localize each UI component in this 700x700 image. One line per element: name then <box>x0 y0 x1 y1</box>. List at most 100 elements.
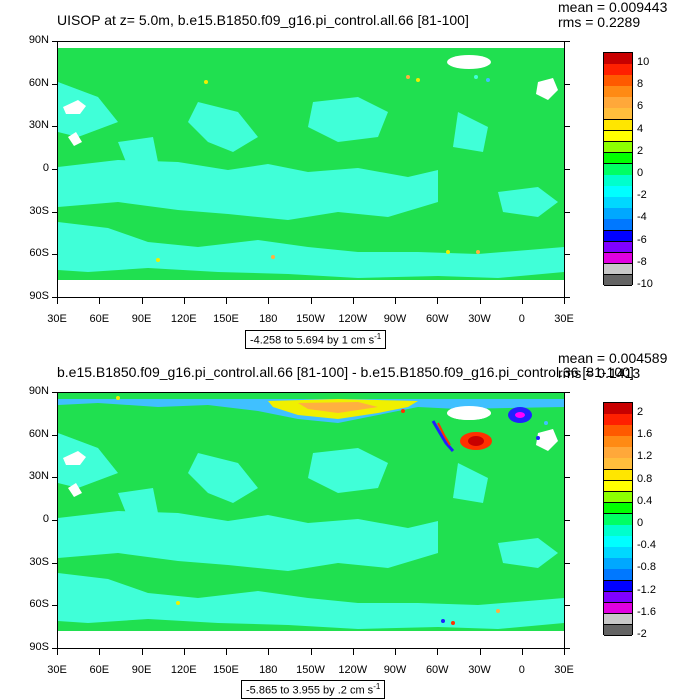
lon-tick-label: 30E <box>554 664 574 676</box>
lon-tick-label: 180 <box>259 664 278 676</box>
lat-tick-label: 90S <box>29 641 49 653</box>
bottom-contour-range-exp: -1 <box>373 682 381 691</box>
lon-tick-label: 0 <box>518 313 525 325</box>
lon-tick-label: 60W <box>425 664 449 676</box>
colorbar-swatch <box>604 458 632 471</box>
top-contour-range-exp: -1 <box>374 332 382 341</box>
lat-tick-mark-right <box>565 605 570 607</box>
colorbar-swatch <box>604 513 632 526</box>
lat-tick-mark <box>52 126 57 128</box>
colorbar-swatch <box>604 75 632 87</box>
colorbar-swatch <box>604 230 632 243</box>
local-extreme <box>406 75 410 79</box>
negative-region <box>118 137 158 167</box>
top-map-field <box>58 42 564 297</box>
lon-tick-label: 90E <box>131 664 152 676</box>
lon-tick-label: 90W <box>383 664 407 676</box>
lon-tick-mark <box>310 298 312 304</box>
bottom-map-field <box>58 393 564 648</box>
bottom-contour-range: -5.865 to 3.955 by .2 cm s-1 <box>241 680 386 699</box>
lon-tick-mark <box>141 298 143 304</box>
lon-tick-label: 30E <box>47 664 67 676</box>
island-mask <box>68 483 82 497</box>
lat-tick-mark-right <box>565 254 570 256</box>
colorbar-swatch <box>604 525 632 537</box>
colorbar-label: -2 <box>637 189 647 202</box>
colorbar-label: -1.6 <box>637 605 656 618</box>
lon-tick-label: 60W <box>425 313 449 325</box>
negative-region <box>58 511 438 571</box>
local-extreme <box>156 258 160 262</box>
north-pole-mask <box>58 42 564 48</box>
colorbar-label: 0 <box>637 517 644 530</box>
lat-tick-label: 30N <box>28 119 49 132</box>
colorbar-swatch <box>604 436 632 448</box>
colorbar-swatch <box>604 580 632 593</box>
bottom-map-plot <box>57 392 565 649</box>
island-mask <box>63 451 86 465</box>
lat-tick-label: 90S <box>29 290 49 302</box>
lat-tick-mark-right <box>565 169 570 170</box>
top-mean-value: mean = 0.009443 <box>558 0 668 15</box>
lon-tick-mark <box>141 649 143 655</box>
colorbar-swatch <box>604 274 632 287</box>
local-extreme <box>116 396 120 400</box>
lon-tick-label: 30W <box>468 313 491 325</box>
colorbar-label: -4 <box>637 211 647 224</box>
colorbar-swatch <box>604 53 632 65</box>
negative-region <box>58 433 118 488</box>
lat-tick-mark-right <box>565 83 570 85</box>
lat-tick-mark <box>52 254 57 256</box>
lon-tick-mark <box>57 298 58 304</box>
lon-tick-label: 60E <box>89 313 110 325</box>
negative-region <box>308 448 388 493</box>
lat-tick-label: 0 <box>42 513 49 525</box>
lon-tick-mark <box>479 649 481 655</box>
lon-tick-mark <box>183 649 185 655</box>
colorbar-label: -10 <box>637 278 653 290</box>
lon-tick-mark <box>564 649 565 655</box>
lon-tick-label: 60E <box>89 664 110 676</box>
top-panel-title: UISOP at z= 5.0m, b.e15.B1850.f09_g16.pi… <box>57 12 469 28</box>
colorbar-swatch <box>604 480 632 493</box>
colorbar-swatch <box>604 558 632 570</box>
colorbar-label: 0 <box>637 167 644 180</box>
lon-tick-label: 120W <box>338 313 368 325</box>
lon-tick-label: 150E <box>213 313 239 325</box>
colorbar-label: 2 <box>637 144 644 157</box>
colorbar-swatch <box>604 447 632 459</box>
negative-region <box>118 488 158 518</box>
lon-tick-mark <box>479 298 481 304</box>
lat-tick-mark <box>52 605 57 607</box>
lon-tick-mark <box>521 298 523 304</box>
lon-tick-mark <box>268 649 270 655</box>
lat-tick-mark-right <box>565 297 570 298</box>
lon-tick-mark <box>226 298 227 304</box>
colorbar-label: -1.2 <box>637 583 656 596</box>
negative-region <box>498 187 558 217</box>
colorbar-swatch <box>604 569 632 582</box>
local-extreme <box>536 436 540 440</box>
negative-region <box>498 538 558 568</box>
lat-tick-mark <box>52 297 57 298</box>
lat-tick-mark <box>52 211 57 213</box>
bottom-panel-title: b.e15.B1850.f09_g16.pi_control.all.66 [8… <box>57 364 634 380</box>
local-extreme <box>204 80 208 84</box>
lon-tick-mark <box>310 649 312 655</box>
negative-region <box>308 97 388 142</box>
local-extreme <box>271 255 275 259</box>
colorbar-label: 4 <box>637 122 644 135</box>
top-contour-range: -4.258 to 5.694 by 1 cm s-1 <box>245 330 387 349</box>
local-extreme <box>451 621 455 625</box>
lon-tick-mark <box>57 649 58 655</box>
lon-tick-mark <box>437 649 439 655</box>
colorbar-swatch <box>604 163 632 176</box>
antarctica-mask <box>58 280 564 297</box>
lat-tick-mark <box>52 434 57 436</box>
lat-tick-mark-right <box>565 211 570 213</box>
lon-tick-label: 150W <box>296 313 325 325</box>
colorbar-label: 0.4 <box>637 494 653 507</box>
local-extreme <box>176 601 180 605</box>
lat-tick-label: 60S <box>29 598 49 611</box>
colorbar-label: -8 <box>637 255 647 268</box>
